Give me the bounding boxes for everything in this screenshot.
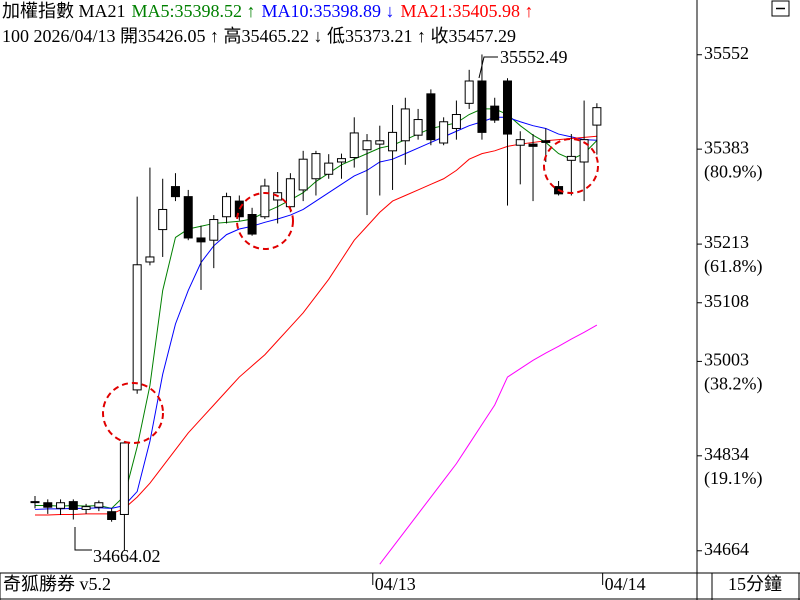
candle-body [170, 186, 180, 198]
candle-body [183, 196, 193, 239]
y-tick-note: (38.2%) [704, 374, 762, 395]
candle-body [158, 208, 168, 231]
candle-body [209, 219, 219, 241]
candle-body [43, 502, 53, 508]
period-label: 15分鐘 [728, 574, 782, 594]
candle-body [260, 185, 270, 218]
candle-body [56, 502, 66, 509]
y-tick-note: (80.9%) [704, 161, 762, 182]
candle-body [336, 158, 346, 163]
candle-body [515, 139, 525, 146]
legend-title: 加權指數 MA21 [2, 1, 126, 21]
candle-body [426, 93, 436, 141]
ma-line [379, 324, 598, 565]
x-tick-label: 04/14 [605, 574, 646, 594]
highlight-circle [543, 138, 599, 194]
candle-body [145, 256, 155, 263]
candle-body [247, 214, 257, 235]
legend-entry: MA5:35398.52 ↑ [132, 1, 256, 21]
window-button[interactable] [771, 0, 790, 17]
legend: 加權指數 MA21 MA5:35398.52 ↑ MA10:35398.89 ↓ MA… [2, 1, 534, 21]
candle-body [68, 501, 78, 510]
candle-body [30, 501, 40, 504]
y-tick-label: 35383 [704, 137, 749, 157]
candle-body [490, 105, 500, 121]
candle-body [132, 264, 142, 391]
candle-body [541, 140, 551, 143]
y-tick-label: 35213 [704, 232, 749, 252]
candle-body [566, 155, 576, 161]
candle-body [464, 80, 474, 104]
candle-body [528, 143, 538, 147]
candle-body [477, 80, 487, 133]
high-annotation: 35552.49 [500, 47, 568, 67]
candle-body [196, 237, 206, 243]
annotation-leader [74, 527, 92, 551]
software-name: 奇狐勝券 v5.2 [3, 574, 111, 594]
candle-body [362, 140, 372, 151]
candle-body [388, 131, 398, 152]
candle-body [285, 178, 295, 208]
candle-body [81, 506, 91, 510]
y-tick-label: 35108 [704, 291, 749, 311]
legend-entry: MA10:35398.89 ↓ [262, 1, 395, 21]
annotation-leader [478, 56, 498, 79]
candle-body [222, 196, 232, 218]
candle-body [349, 132, 359, 159]
candle-body [400, 108, 410, 142]
candle-body [298, 158, 308, 191]
candle-body [94, 502, 104, 508]
candle-body [451, 114, 461, 129]
y-tick-label: 35003 [704, 350, 749, 370]
y-tick-label: 35552 [704, 43, 749, 63]
candle-body [439, 121, 449, 144]
candle-body [311, 153, 321, 180]
plot-area [30, 54, 602, 565]
legend-entry: MA21:35405.98 ↑ [401, 1, 534, 21]
candle-body [413, 119, 423, 136]
candle-body [592, 107, 602, 126]
candle-body [324, 162, 334, 175]
x-tick-label: 04/13 [375, 574, 416, 594]
candle-body [119, 442, 129, 515]
candle-body [107, 511, 117, 520]
low-annotation: 34664.02 [93, 546, 161, 566]
y-tick-note: (61.8%) [704, 256, 762, 277]
y-tick-label: 34834 [704, 444, 749, 464]
bar-info: 100 2026/04/13 開35426.05 ↑ 高35465.22 ↓ 低… [2, 26, 516, 46]
highlight-circle [236, 192, 294, 250]
y-tick-label: 34664 [704, 539, 749, 559]
candle-body [502, 80, 512, 135]
candle-body [375, 140, 385, 145]
y-tick-note: (19.1%) [704, 468, 762, 489]
highlight-circle [102, 382, 164, 444]
candle-body [579, 139, 589, 163]
